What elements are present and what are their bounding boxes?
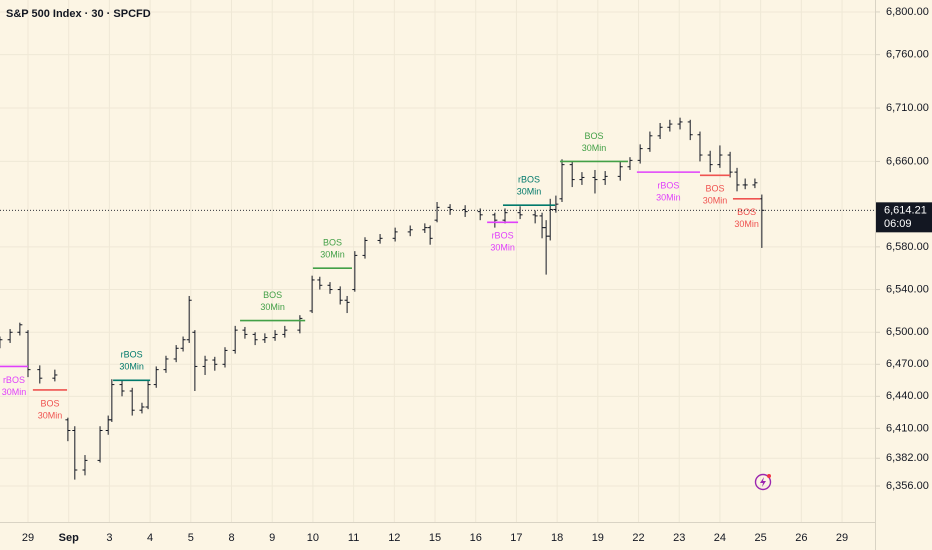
x-tick-label: 8 <box>228 532 234 544</box>
x-tick-label: 29 <box>22 532 34 544</box>
y-tick-label: 6,382.00 <box>886 452 929 464</box>
last-price-label: 6,614.21 <box>884 205 927 217</box>
x-tick-label: 11 <box>348 532 359 544</box>
structure-timeframe: 30Min <box>38 410 63 420</box>
x-tick-label: 23 <box>673 532 685 544</box>
structure-timeframe: 30Min <box>734 219 759 229</box>
x-tick-label: 18 <box>551 532 563 544</box>
y-tick-label: 6,800.00 <box>886 6 929 18</box>
x-tick-label: 5 <box>188 532 194 544</box>
y-tick-label: 6,356.00 <box>886 480 929 492</box>
x-tick-label: 19 <box>592 532 604 544</box>
x-tick-label: 3 <box>106 532 112 544</box>
x-tick-label: Sep <box>59 532 79 544</box>
structure-label: BOS <box>706 184 725 194</box>
alert-icon-dot <box>767 474 771 478</box>
structure-timeframe: 30Min <box>2 387 27 397</box>
y-tick-label: 6,440.00 <box>886 390 929 402</box>
x-tick-label: 24 <box>714 532 726 544</box>
x-tick-label: 4 <box>147 532 153 544</box>
countdown-label: 06:09 <box>884 218 912 230</box>
x-tick-label: 12 <box>388 532 400 544</box>
structure-timeframe: 30Min <box>656 192 681 202</box>
y-tick-label: 6,660.00 <box>886 155 929 167</box>
structure-timeframe: 30Min <box>490 243 515 253</box>
structure-label: rBOS <box>518 175 540 185</box>
alert-icon-bolt <box>760 477 766 487</box>
structure-label: rBOS <box>3 375 25 385</box>
y-tick-label: 6,470.00 <box>886 358 929 370</box>
x-tick-label: 15 <box>429 532 441 544</box>
x-tick-label: 16 <box>470 532 482 544</box>
structure-label: BOS <box>737 207 756 217</box>
chart-title: S&P 500 Index · 30 · SPCFD <box>6 8 151 20</box>
structure-label: BOS <box>263 290 282 300</box>
x-tick-label: 10 <box>307 532 319 544</box>
structure-label: rBOS <box>657 180 679 190</box>
y-tick-label: 6,760.00 <box>886 49 929 61</box>
alert-icon-ring <box>754 473 772 491</box>
x-tick-label: 25 <box>755 532 767 544</box>
structure-label: rBOS <box>492 231 514 241</box>
x-tick-label: 29 <box>836 532 848 544</box>
x-tick-label: 22 <box>632 532 644 544</box>
structure-timeframe: 30Min <box>517 187 542 197</box>
x-tick-label: 26 <box>795 532 807 544</box>
structure-label: rBOS <box>121 350 143 360</box>
alert-icon[interactable] <box>754 473 772 491</box>
structure-label: BOS <box>323 238 342 248</box>
structure-timeframe: 30Min <box>320 250 345 260</box>
structure-label: BOS <box>584 131 603 141</box>
y-tick-label: 6,580.00 <box>886 241 929 253</box>
y-tick-label: 6,500.00 <box>886 326 929 338</box>
plot-area: rBOS 30Min BOS 30Min rBOS 30Min BOS 30Min BOS 30M… <box>0 117 765 480</box>
structure-timeframe: 30Min <box>119 362 144 372</box>
structure-timeframe: 30Min <box>582 143 607 153</box>
structure-timeframe: 30Min <box>260 302 285 312</box>
y-tick-label: 6,540.00 <box>886 283 929 295</box>
grid <box>0 0 875 522</box>
x-tick-label: 17 <box>510 532 522 544</box>
y-tick-label: 6,410.00 <box>886 422 929 434</box>
structure-label: BOS <box>40 398 59 408</box>
structure-timeframe: 30Min <box>703 196 728 206</box>
y-tick-label: 6,710.00 <box>886 102 929 114</box>
last-price-box <box>876 202 932 233</box>
x-tick-label: 9 <box>269 532 275 544</box>
